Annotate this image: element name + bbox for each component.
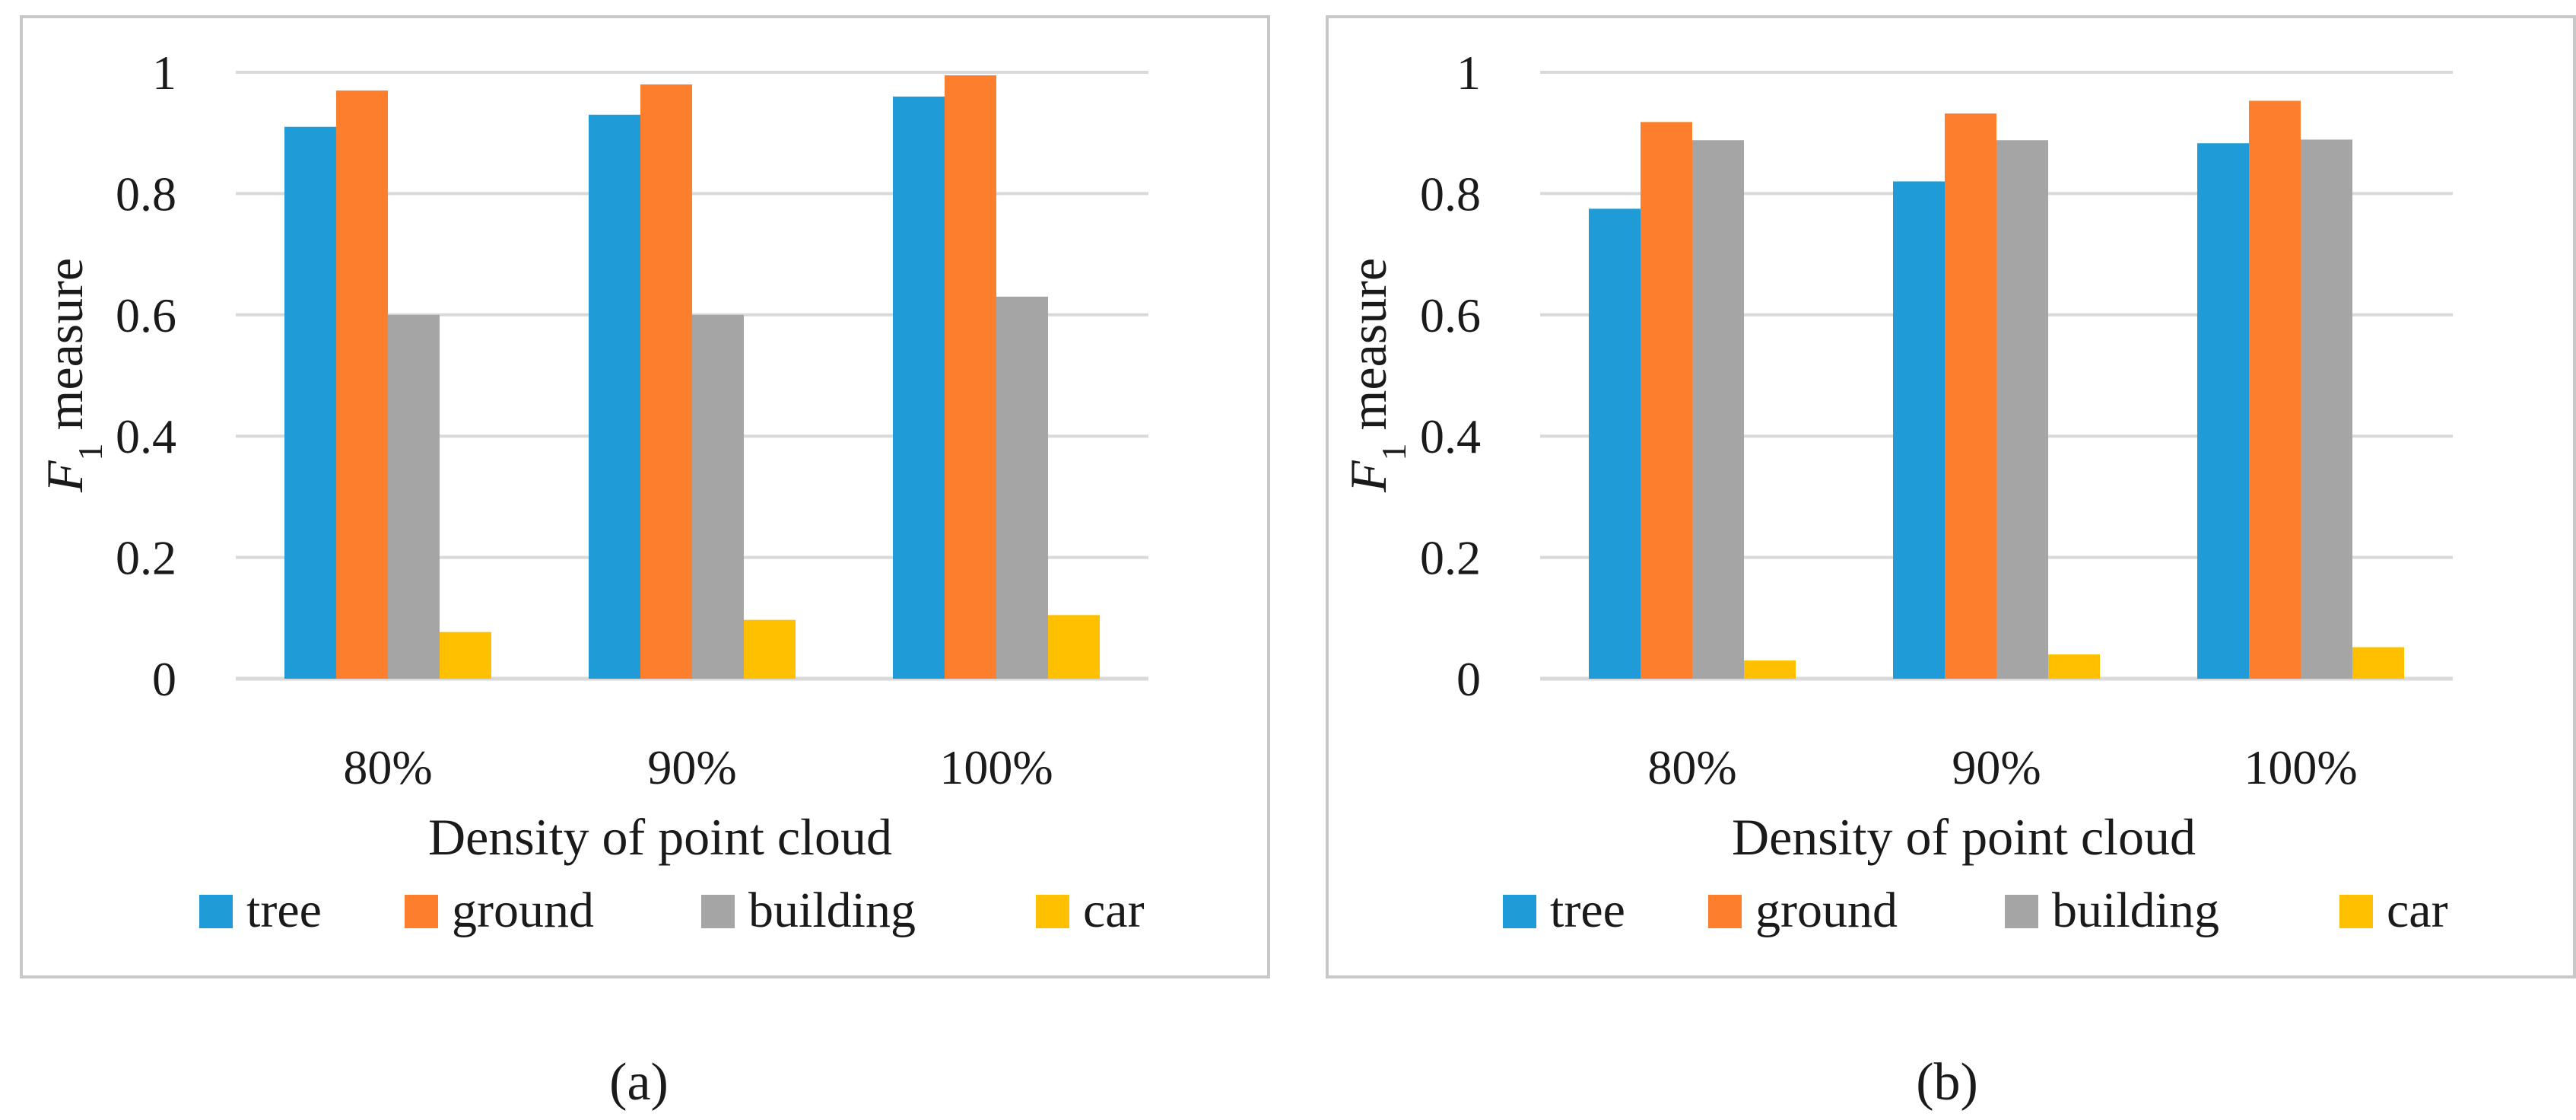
legend-label-car: car bbox=[1083, 883, 1145, 938]
bar-ground-100pct bbox=[945, 75, 996, 679]
legend-label-building: building bbox=[748, 883, 916, 938]
x-tick-label: 90% bbox=[1952, 740, 2041, 794]
bar-tree-90pct bbox=[589, 114, 640, 679]
chart-frame bbox=[1326, 15, 2576, 978]
bar-car-90pct bbox=[2048, 654, 2100, 679]
bar-tree-100pct bbox=[2197, 143, 2249, 679]
y-axis-title: F1 measure bbox=[1339, 258, 1413, 493]
y-tick-label: 0.2 bbox=[116, 531, 176, 585]
bar-building-90pct bbox=[692, 314, 744, 679]
bar-ground-80pct bbox=[336, 90, 388, 679]
x-tick-label: 100% bbox=[939, 740, 1053, 794]
y-tick-label: 0.2 bbox=[1420, 531, 1481, 585]
bar-tree-80pct bbox=[284, 126, 336, 679]
legend-label-ground: ground bbox=[1755, 883, 1898, 938]
x-axis-title: Density of point cloud bbox=[428, 808, 892, 866]
bar-car-100pct bbox=[2352, 647, 2404, 679]
bar-tree-100pct bbox=[893, 96, 945, 679]
y-axis-title-symbol: F bbox=[1339, 460, 1397, 493]
x-tick-label: 100% bbox=[2244, 740, 2357, 794]
bar-building-90pct bbox=[1996, 140, 2048, 679]
bar-building-100pct bbox=[996, 296, 1048, 679]
panel-label: (b) bbox=[1916, 1053, 1978, 1112]
y-axis-title-subscript: 1 bbox=[71, 444, 110, 461]
legend: tree ground building car bbox=[1503, 883, 2448, 938]
y-tick-label: 1 bbox=[1456, 46, 1481, 100]
y-axis-title-symbol: F bbox=[36, 460, 94, 493]
bar-ground-90pct bbox=[640, 84, 692, 679]
y-axis-title-text: measure bbox=[1339, 258, 1397, 444]
y-tick-label: 0.6 bbox=[116, 288, 176, 342]
bar-building-80pct bbox=[388, 314, 440, 679]
y-tick-label: 0.4 bbox=[1420, 409, 1481, 463]
bar-ground-80pct bbox=[1641, 122, 1692, 679]
bar-ground-100pct bbox=[2249, 100, 2301, 679]
legend-swatch-car bbox=[1036, 895, 1069, 928]
x-tick-label: 80% bbox=[343, 740, 432, 794]
legend-swatch-car bbox=[2339, 895, 2373, 928]
legend-swatch-building bbox=[701, 895, 735, 928]
legend-label-tree: tree bbox=[246, 883, 322, 938]
panel-label: (a) bbox=[609, 1053, 669, 1112]
legend-swatch-tree bbox=[199, 895, 233, 928]
legend-swatch-tree bbox=[1503, 895, 1536, 928]
legend-label-car: car bbox=[2387, 883, 2448, 938]
bar-car-90pct bbox=[744, 619, 796, 679]
bar-tree-90pct bbox=[1893, 181, 1945, 679]
y-axis-title: F1 measure bbox=[36, 258, 110, 493]
bar-tree-80pct bbox=[1589, 208, 1641, 679]
y-tick-label: 0 bbox=[1456, 652, 1481, 706]
bar-car-80pct bbox=[1744, 660, 1796, 679]
bar-car-100pct bbox=[1048, 615, 1100, 679]
y-tick-label: 0.4 bbox=[116, 409, 176, 463]
bar-building-80pct bbox=[1692, 140, 1744, 679]
chart-frame bbox=[20, 15, 1270, 978]
x-tick-label: 90% bbox=[647, 740, 736, 794]
y-tick-label: 0.8 bbox=[116, 167, 176, 221]
legend-swatch-building bbox=[2005, 895, 2038, 928]
legend-label-tree: tree bbox=[1550, 883, 1625, 938]
legend-swatch-ground bbox=[1708, 895, 1742, 928]
x-tick-label: 80% bbox=[1647, 740, 1736, 794]
bar-ground-90pct bbox=[1945, 113, 1996, 679]
y-tick-label: 0 bbox=[152, 652, 176, 706]
legend-label-ground: ground bbox=[452, 883, 594, 938]
y-tick-label: 0.6 bbox=[1420, 288, 1481, 342]
y-axis-title-text: measure bbox=[36, 258, 94, 444]
y-axis-title-subscript: 1 bbox=[1374, 444, 1413, 461]
y-tick-label: 0.8 bbox=[1420, 167, 1481, 221]
bar-building-100pct bbox=[2301, 139, 2352, 679]
legend: tree ground building car bbox=[199, 883, 1145, 938]
bar-car-80pct bbox=[440, 632, 491, 679]
legend-label-building: building bbox=[2052, 883, 2219, 938]
y-tick-label: 1 bbox=[152, 46, 176, 100]
x-axis-title: Density of point cloud bbox=[1732, 808, 2196, 866]
legend-swatch-ground bbox=[405, 895, 438, 928]
